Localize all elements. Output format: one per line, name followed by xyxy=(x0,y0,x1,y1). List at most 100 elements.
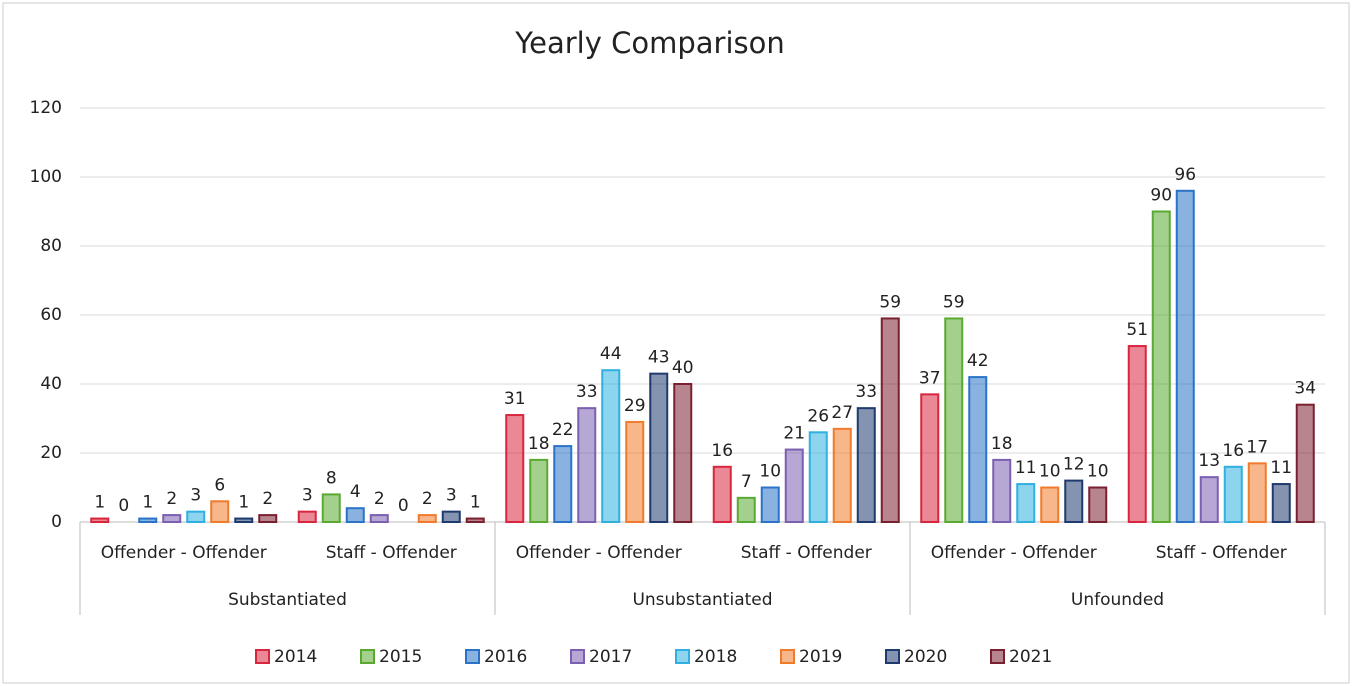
data-label: 12 xyxy=(1063,455,1085,475)
data-label: 8 xyxy=(326,468,337,488)
bar xyxy=(673,383,693,523)
legend-label: 2016 xyxy=(484,647,527,667)
data-label: 10 xyxy=(1039,462,1061,482)
bar xyxy=(1247,462,1267,524)
bar xyxy=(417,514,437,523)
data-label: 7 xyxy=(741,472,752,492)
bar xyxy=(345,507,365,524)
data-label: 16 xyxy=(1222,441,1244,461)
data-label: 29 xyxy=(624,396,646,416)
bar xyxy=(186,510,206,523)
legend-label: 2019 xyxy=(799,647,842,667)
data-label: 43 xyxy=(648,348,670,368)
data-label: 1 xyxy=(470,493,481,513)
bar xyxy=(625,420,645,524)
bar xyxy=(968,376,988,523)
data-label: 0 xyxy=(398,496,409,516)
y-tick-label: 80 xyxy=(40,236,62,256)
bar xyxy=(1016,483,1036,523)
bar xyxy=(1127,345,1147,523)
bar xyxy=(1175,189,1195,524)
bar xyxy=(210,500,230,523)
data-label: 22 xyxy=(552,420,574,440)
y-tick-label: 60 xyxy=(40,305,62,325)
data-label: 96 xyxy=(1174,165,1196,185)
bar xyxy=(1088,486,1108,523)
data-label: 27 xyxy=(831,403,853,423)
legend-label: 2015 xyxy=(379,647,422,667)
data-label: 33 xyxy=(576,382,598,402)
data-label: 18 xyxy=(528,434,550,454)
bar xyxy=(297,510,317,523)
bar xyxy=(505,414,525,523)
data-label: 3 xyxy=(190,486,201,506)
bar xyxy=(856,407,876,523)
data-label: 2 xyxy=(374,489,385,509)
bar xyxy=(808,431,828,523)
x-tick-label: Offender - Offender xyxy=(101,543,267,563)
bar xyxy=(944,317,964,524)
legend-label: 2020 xyxy=(904,647,947,667)
bar xyxy=(1040,486,1060,523)
bar xyxy=(321,493,341,523)
bar xyxy=(1151,210,1171,523)
bar xyxy=(649,372,669,523)
data-label: 37 xyxy=(919,368,941,388)
bar xyxy=(712,465,732,523)
bar xyxy=(1271,483,1291,523)
y-tick-label: 40 xyxy=(40,374,62,394)
x-tick-label: Offender - Offender xyxy=(516,543,682,563)
legend-label: 2017 xyxy=(589,647,632,667)
legend-swatch xyxy=(990,649,1005,664)
y-tick-label: 100 xyxy=(30,167,62,187)
legend-swatch xyxy=(255,649,270,664)
legend-swatch xyxy=(675,649,690,664)
data-label: 0 xyxy=(118,496,129,516)
data-label: 21 xyxy=(783,424,805,444)
data-label: 6 xyxy=(214,475,225,495)
bar xyxy=(1223,465,1243,523)
bar xyxy=(258,514,278,523)
data-label: 18 xyxy=(991,434,1013,454)
chart-title: Yearly Comparison xyxy=(514,26,784,60)
data-label: 42 xyxy=(967,351,989,371)
data-label: 59 xyxy=(943,292,965,312)
bar xyxy=(992,458,1012,523)
bar xyxy=(90,517,110,523)
x-tick-label: Staff - Offender xyxy=(1156,543,1287,563)
x-tick-label: Staff - Offender xyxy=(326,543,457,563)
y-tick-label: 120 xyxy=(30,98,62,118)
y-tick-label: 20 xyxy=(40,443,62,463)
data-label: 34 xyxy=(1294,379,1316,399)
data-label: 4 xyxy=(350,482,361,502)
data-label: 11 xyxy=(1015,458,1037,478)
bar xyxy=(553,445,573,524)
data-label: 59 xyxy=(879,292,901,312)
bar xyxy=(736,496,756,524)
data-label: 40 xyxy=(672,358,694,378)
data-label: 10 xyxy=(759,462,781,482)
data-label: 16 xyxy=(711,441,733,461)
bar xyxy=(880,317,900,524)
legend-swatch xyxy=(885,649,900,664)
data-label: 31 xyxy=(504,389,526,409)
data-label: 3 xyxy=(446,486,457,506)
group-label: Unsubstantiated xyxy=(632,590,772,610)
bar xyxy=(1295,403,1315,524)
bar xyxy=(920,393,940,524)
legend-swatch xyxy=(465,649,480,664)
bar xyxy=(162,514,182,523)
bar xyxy=(234,517,254,523)
bar xyxy=(465,517,485,523)
data-label: 2 xyxy=(262,489,273,509)
bar xyxy=(601,369,621,524)
data-label: 1 xyxy=(238,493,249,513)
data-label: 3 xyxy=(302,486,313,506)
legend-label: 2018 xyxy=(694,647,737,667)
bar xyxy=(784,448,804,523)
legend-swatch xyxy=(780,649,795,664)
data-label: 11 xyxy=(1270,458,1292,478)
data-label: 1 xyxy=(94,493,105,513)
group-label: Substantiated xyxy=(228,590,347,610)
data-label: 33 xyxy=(855,382,877,402)
